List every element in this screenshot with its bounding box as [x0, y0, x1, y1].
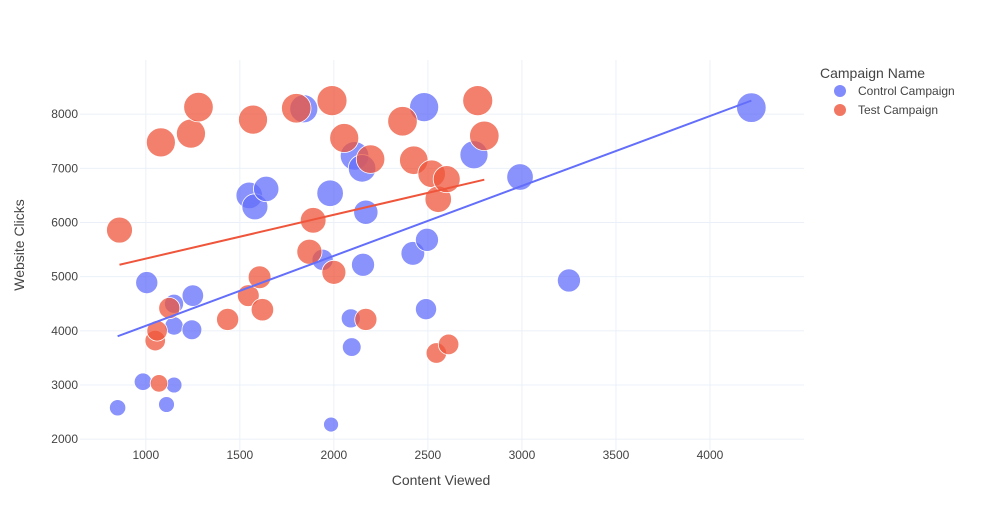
legend-title: Campaign Name	[820, 65, 925, 81]
tick-labels: 1000 1500 2000 2500 3000 3500 4000 2000 3000 4000…	[51, 107, 723, 462]
trendline	[117, 99, 752, 338]
y-tick-label: 6000	[51, 216, 78, 230]
data-point	[736, 92, 767, 123]
x-tick-label: 1000	[132, 448, 159, 462]
x-tick-label: 3500	[603, 448, 630, 462]
y-tick-label: 4000	[51, 324, 78, 338]
data-points	[106, 85, 767, 433]
legend-label: Control Campaign	[858, 84, 955, 98]
x-tick-label: 3000	[509, 448, 536, 462]
data-point	[316, 85, 348, 117]
x-tick-label: 2000	[321, 448, 348, 462]
data-point	[250, 298, 275, 322]
y-tick-label: 2000	[51, 432, 78, 446]
data-point	[387, 106, 418, 137]
legend-marker	[834, 85, 846, 97]
y-tick-label: 8000	[51, 107, 78, 121]
data-point	[135, 271, 159, 295]
data-point	[414, 227, 439, 252]
data-point	[145, 127, 176, 158]
legend-marker	[834, 104, 846, 116]
data-point	[183, 91, 214, 123]
data-point	[238, 104, 268, 135]
data-point	[354, 307, 378, 331]
data-point	[158, 396, 175, 413]
data-point	[106, 216, 133, 244]
x-axis-title: Content Viewed	[392, 472, 491, 488]
data-point	[176, 118, 206, 149]
data-point	[247, 265, 272, 290]
data-point	[329, 123, 360, 153]
data-point	[462, 85, 494, 117]
data-point	[556, 268, 581, 293]
data-point	[158, 297, 181, 320]
x-tick-label: 2500	[415, 448, 442, 462]
legend: Campaign Name Control Campaign Test Campa…	[820, 65, 955, 117]
data-point	[216, 307, 240, 331]
data-point	[181, 284, 205, 307]
legend-label: Test Campaign	[858, 103, 938, 117]
data-point	[296, 238, 323, 265]
data-point	[133, 372, 153, 391]
trendlines	[117, 99, 752, 338]
data-point	[469, 120, 500, 151]
x-tick-label: 4000	[697, 448, 724, 462]
data-point	[109, 399, 127, 417]
y-axis-title: Website Clicks	[11, 199, 27, 291]
data-point	[409, 92, 440, 123]
y-tick-label: 7000	[51, 161, 78, 175]
x-tick-label: 1500	[226, 448, 253, 462]
data-point	[355, 144, 386, 174]
data-point	[181, 319, 203, 341]
data-point	[253, 175, 280, 203]
data-point	[149, 374, 169, 393]
y-tick-label: 3000	[51, 378, 78, 392]
data-point	[323, 416, 339, 433]
data-point	[316, 179, 344, 207]
data-point	[281, 93, 312, 124]
data-point	[353, 199, 379, 225]
y-tick-label: 5000	[51, 270, 78, 284]
data-point	[165, 376, 183, 394]
data-point	[321, 259, 347, 285]
data-point	[437, 333, 460, 356]
data-point	[351, 252, 375, 277]
data-point	[341, 337, 362, 357]
data-point	[415, 298, 438, 321]
trendline	[119, 178, 485, 266]
